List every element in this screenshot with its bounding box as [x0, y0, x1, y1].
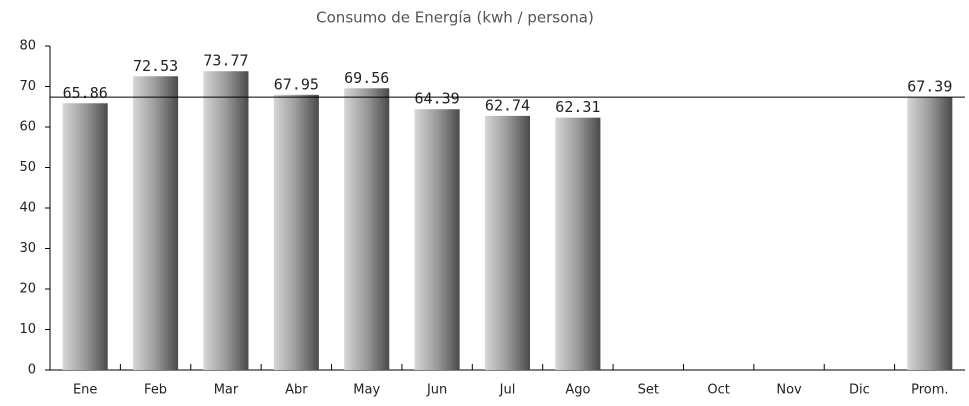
x-tick-label: Set: [638, 383, 659, 398]
bar: [907, 97, 953, 371]
x-tick-label: Ene: [73, 383, 97, 398]
bar: [555, 117, 601, 370]
value-label: 62.31: [555, 98, 600, 116]
x-tick-label: Jul: [499, 383, 516, 398]
y-tick-label: 60: [19, 120, 36, 135]
bar: [484, 115, 531, 370]
bar: [414, 109, 460, 371]
value-label: 64.39: [415, 90, 460, 108]
bar: [62, 103, 108, 370]
y-tick-label: 20: [19, 282, 36, 297]
bar: [133, 76, 179, 370]
value-label: 62.74: [485, 96, 530, 114]
bar: [203, 71, 249, 370]
value-label: 65.86: [63, 84, 108, 102]
value-label: 72.53: [133, 57, 178, 75]
y-tick-label: 50: [19, 160, 36, 175]
x-tick-label: Abr: [285, 383, 308, 398]
x-tick-label: Feb: [144, 383, 167, 398]
y-tick-label: 30: [19, 241, 36, 256]
y-tick-label: 10: [19, 322, 36, 337]
y-tick-label: 40: [19, 201, 36, 216]
x-tick-label: Jun: [426, 383, 447, 398]
chart-title: Consumo de Energía (kwh / persona): [316, 9, 594, 27]
value-label: 67.39: [907, 78, 952, 96]
x-tick-label: Ago: [565, 383, 590, 398]
value-label: 69.56: [344, 69, 389, 87]
y-tick-label: 0: [28, 363, 36, 378]
value-label: 73.77: [203, 52, 248, 70]
x-tick-label: Mar: [214, 383, 239, 398]
bar: [344, 88, 390, 371]
x-tick-label: Prom.: [911, 383, 948, 398]
x-tick-label: May: [353, 383, 380, 398]
bar: [273, 94, 319, 371]
y-tick-label: 70: [19, 79, 36, 94]
x-tick-label: Nov: [776, 383, 802, 398]
x-tick-label: Dic: [849, 383, 870, 398]
value-label: 67.95: [274, 75, 319, 93]
x-tick-label: Oct: [707, 383, 729, 398]
y-tick-label: 80: [19, 39, 36, 54]
